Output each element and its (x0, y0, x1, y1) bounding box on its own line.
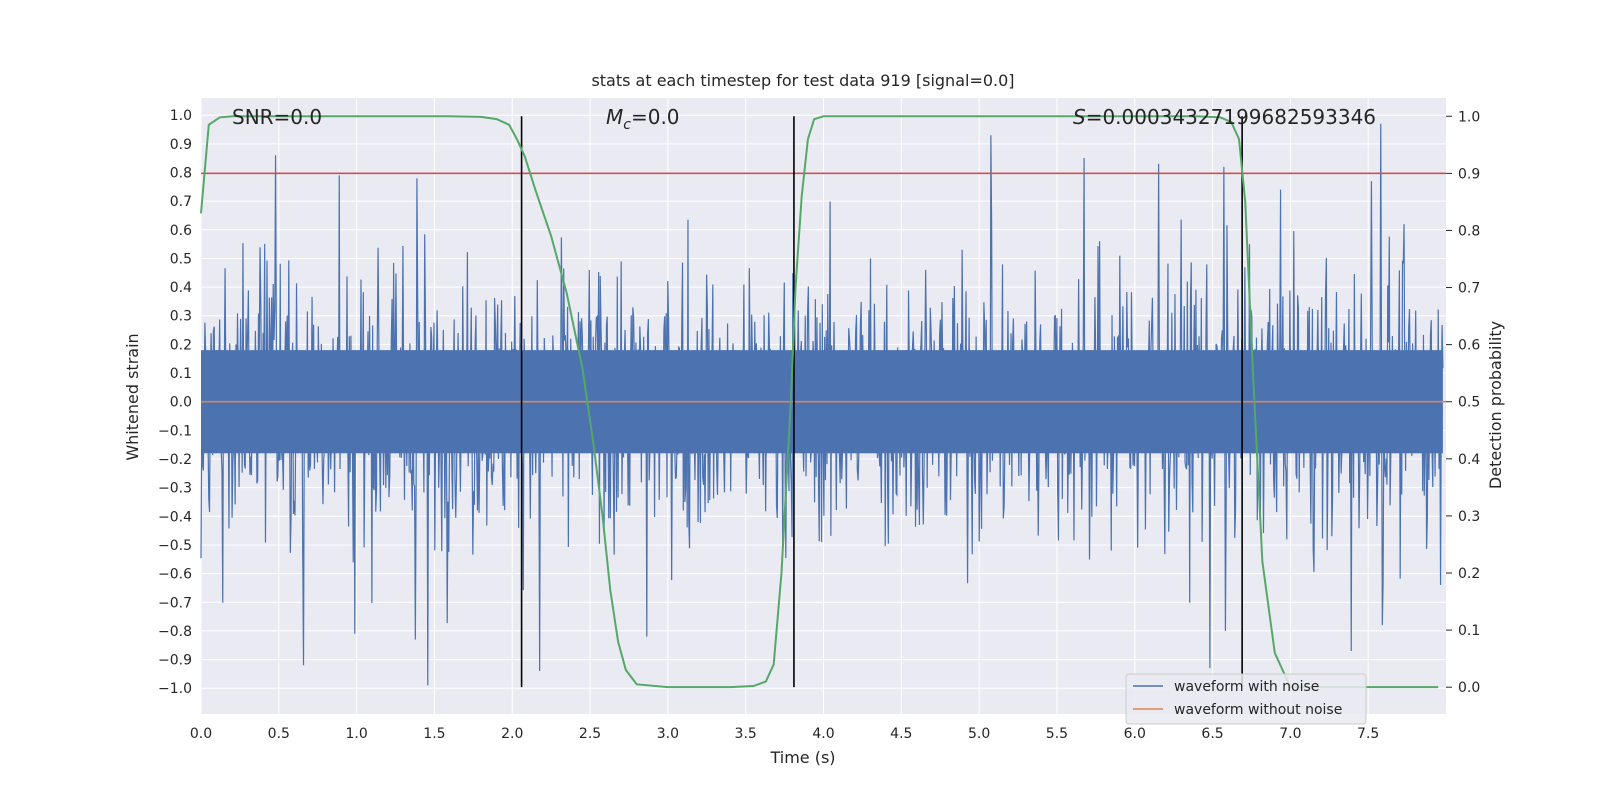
left-y-tick-label: 0.6 (170, 223, 192, 239)
left-y-tick-label: −0.4 (158, 509, 192, 525)
left-y-axis-ticks: 1.0 0.9 0.8 0.7 0.6 0.5 0.4 0.3 0.2 0.1 0.0 −0.1 −0.… (158, 108, 192, 697)
right-y-tick-label: 0.1 (1458, 623, 1480, 639)
chart-title: stats at each timestep for test data 919… (591, 71, 1014, 90)
right-y-tick-label: 0.0 (1458, 680, 1480, 696)
chirp-mass-value: =0.0 (631, 105, 680, 129)
right-y-tick-label: 1.0 (1458, 109, 1480, 125)
vertical-marker-lines (520, 116, 1243, 688)
legend-label-noisy: waveform with noise (1174, 679, 1319, 695)
left-y-tick-label: 0.5 (170, 251, 192, 267)
snr-annotation: SNR=0.0 (232, 105, 322, 129)
x-tick-label: 3.0 (657, 726, 679, 742)
x-tick-label: 6.0 (1124, 726, 1146, 742)
x-tick-label: 3.5 (735, 726, 757, 742)
significance-value: =0.000343271996825933​46 (1086, 105, 1376, 129)
right-y-tick-label: 0.8 (1458, 223, 1480, 239)
left-y-tick-label: 0.3 (170, 309, 192, 325)
detection-probability-line (200, 115, 1439, 689)
right-y-tick-label: 0.9 (1458, 166, 1480, 182)
right-y-tick-label: 0.6 (1458, 338, 1480, 354)
legend-box (1125, 673, 1367, 725)
right-y-axis-ticks: 1.0 0.9 0.8 0.7 0.6 0.5 0.4 0.3 0.2 0.1 0.0 (1446, 109, 1480, 696)
legend-label-clean: waveform without noise (1174, 702, 1342, 718)
right-y-axis-label: Detection probability (1486, 321, 1505, 489)
chirp-mass-symbol: M (606, 105, 623, 129)
left-y-tick-label: −1.0 (158, 681, 192, 697)
x-tick-label: 0.0 (190, 726, 212, 742)
left-y-axis-label: Whitened strain (123, 333, 142, 460)
left-y-tick-label: −0.7 (158, 595, 192, 611)
left-y-tick-label: 0.7 (170, 194, 192, 210)
chirp-mass-subscript: c (623, 117, 631, 133)
left-y-tick-label: 0.4 (170, 280, 192, 296)
left-y-tick-label: −0.1 (158, 423, 192, 439)
x-tick-label: 6.5 (1201, 726, 1223, 742)
right-y-tick-label: 0.3 (1458, 509, 1480, 525)
right-y-tick-label: 0.2 (1458, 566, 1480, 582)
legend: waveform with noise waveform without noi… (1125, 673, 1367, 725)
x-tick-label: 4.0 (812, 726, 834, 742)
x-tick-label: 7.5 (1357, 726, 1379, 742)
significance-symbol: S (1073, 105, 1086, 129)
x-tick-label: 5.5 (1046, 726, 1068, 742)
right-y-tick-label: 0.5 (1458, 395, 1480, 411)
x-tick-label: 7.0 (1279, 726, 1301, 742)
x-tick-label: 5.0 (968, 726, 990, 742)
left-y-tick-label: 1.0 (170, 108, 192, 124)
right-y-tick-label: 0.4 (1458, 452, 1480, 468)
left-y-tick-label: −0.6 (158, 567, 192, 583)
x-tick-label: 4.5 (890, 726, 912, 742)
significance-annotation: S=0.000343271996825933​46 (1073, 105, 1376, 129)
x-tick-label: 1.5 (423, 726, 445, 742)
x-tick-label: 1.0 (345, 726, 367, 742)
x-tick-label: 2.0 (501, 726, 523, 742)
left-y-tick-label: 0.1 (170, 366, 192, 382)
right-y-tick-label: 0.7 (1458, 281, 1480, 297)
chirp-mass-annotation: Mc=0.0 (606, 105, 680, 133)
x-tick-label: 2.5 (579, 726, 601, 742)
left-y-tick-label: 0.9 (170, 137, 192, 153)
left-y-tick-label: −0.9 (158, 653, 192, 669)
x-axis-ticks: 0.0 0.5 1.0 1.5 2.0 2.5 3.0 3.5 4.0 4.5 5.0 5.5 6.0 6… (190, 726, 1379, 742)
x-axis-label: Time (s) (769, 748, 835, 767)
left-y-tick-label: 0.8 (170, 165, 192, 181)
left-y-tick-label: 0.2 (170, 337, 192, 353)
left-y-tick-label: −0.5 (158, 538, 192, 554)
x-tick-label: 0.5 (268, 726, 290, 742)
left-y-tick-label: −0.2 (158, 452, 192, 468)
left-y-tick-label: −0.8 (158, 624, 192, 640)
left-y-tick-label: 0.0 (170, 395, 192, 411)
left-y-tick-label: −0.3 (158, 481, 192, 497)
